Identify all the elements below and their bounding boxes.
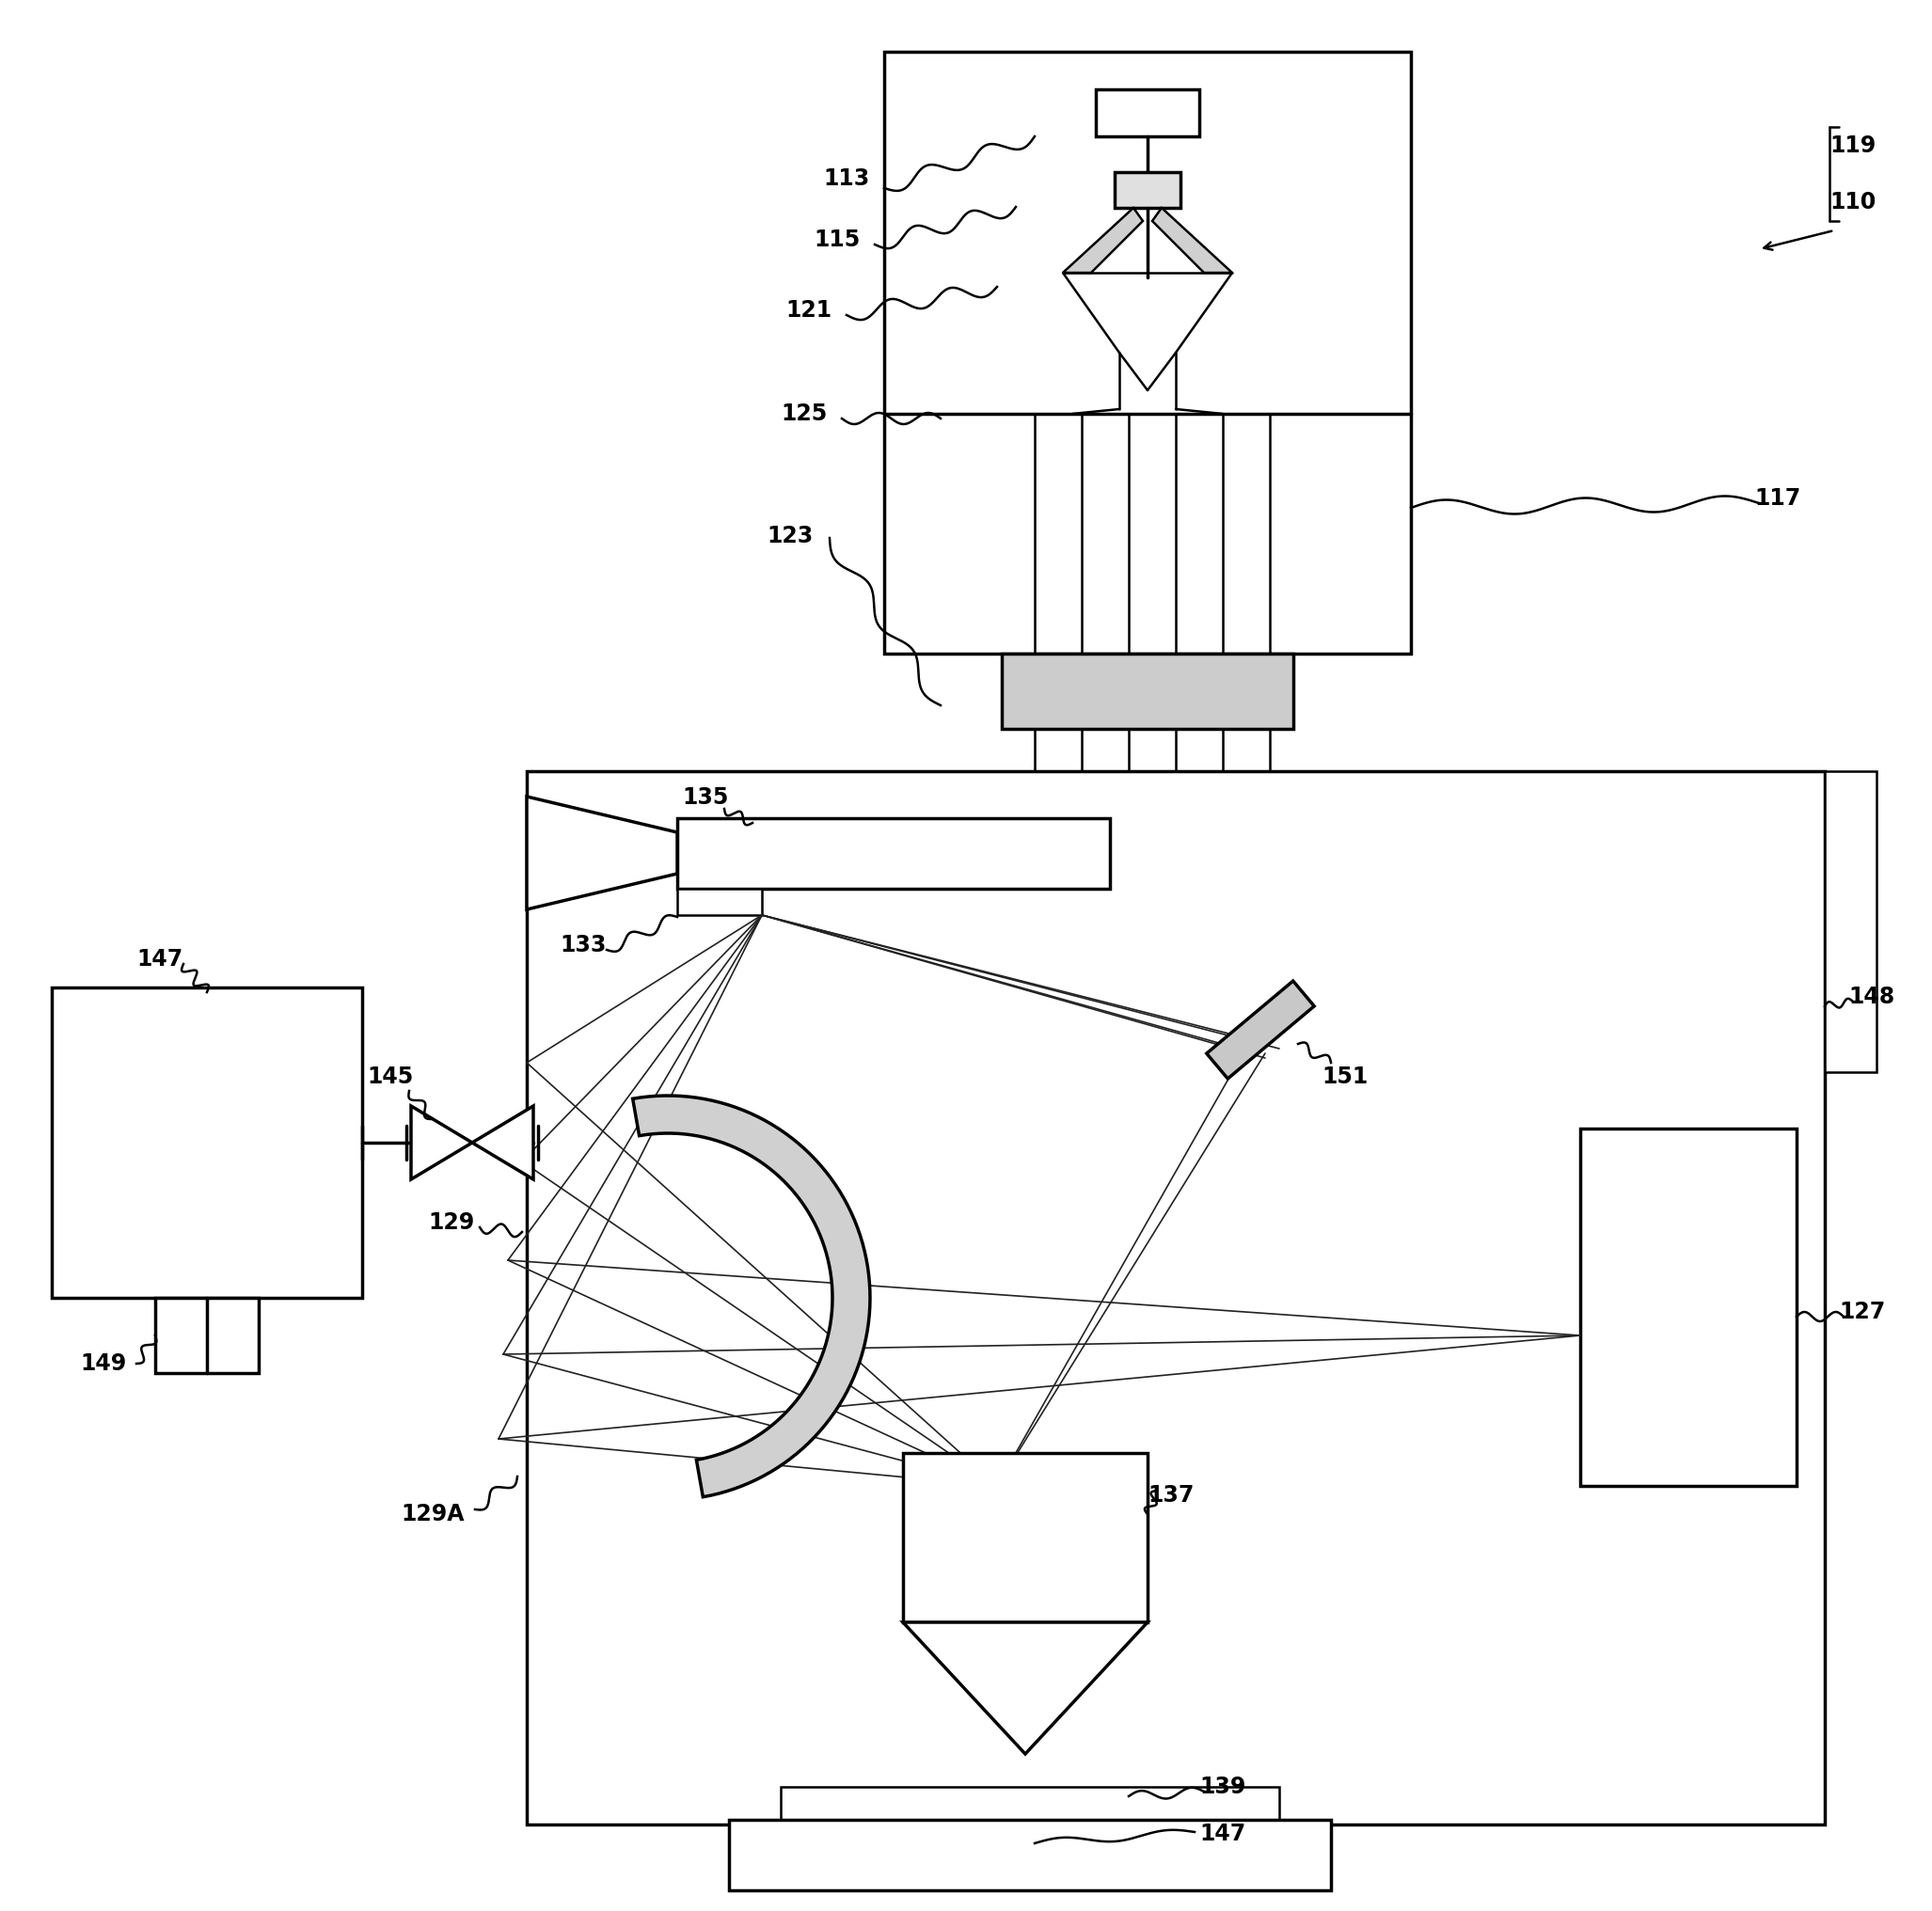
Polygon shape [902,1622,1148,1754]
Bar [527,772,1824,1825]
Text: 151: 151 [1321,1066,1368,1087]
Text: 123: 123 [767,526,813,547]
Text: 145: 145 [367,1066,413,1087]
Text: 121: 121 [786,298,833,321]
Text: 115: 115 [813,229,860,250]
Polygon shape [527,797,678,910]
Text: 135: 135 [682,785,728,808]
Text: 129A: 129A [402,1502,464,1525]
Bar [1824,772,1876,1072]
Polygon shape [1151,208,1233,273]
Text: 133: 133 [560,934,607,956]
Bar [678,818,1109,889]
Text: 113: 113 [823,168,869,189]
Text: 137: 137 [1148,1485,1194,1506]
Bar [52,988,361,1298]
Bar [1003,654,1293,728]
Text: 148: 148 [1849,986,1895,1009]
Text: 125: 125 [781,403,827,424]
Bar [781,1787,1279,1819]
Bar [728,1819,1331,1890]
Text: 117: 117 [1754,487,1801,510]
Polygon shape [1063,208,1144,273]
Bar [1095,90,1200,136]
Polygon shape [632,1095,869,1496]
Bar [678,889,761,915]
Polygon shape [471,1106,533,1179]
Bar [1115,172,1180,208]
Bar [155,1298,259,1374]
Text: 147: 147 [1200,1823,1246,1846]
Bar [902,1452,1148,1622]
Bar [1580,1129,1797,1487]
Bar [885,52,1410,654]
Text: 119: 119 [1830,134,1876,157]
Text: 149: 149 [81,1353,128,1374]
Text: 139: 139 [1200,1775,1246,1798]
Text: 110: 110 [1830,191,1876,214]
Polygon shape [1208,980,1314,1078]
Text: 147: 147 [137,948,184,971]
Text: 129: 129 [429,1212,475,1235]
Polygon shape [412,1106,471,1179]
Text: 127: 127 [1839,1301,1886,1322]
